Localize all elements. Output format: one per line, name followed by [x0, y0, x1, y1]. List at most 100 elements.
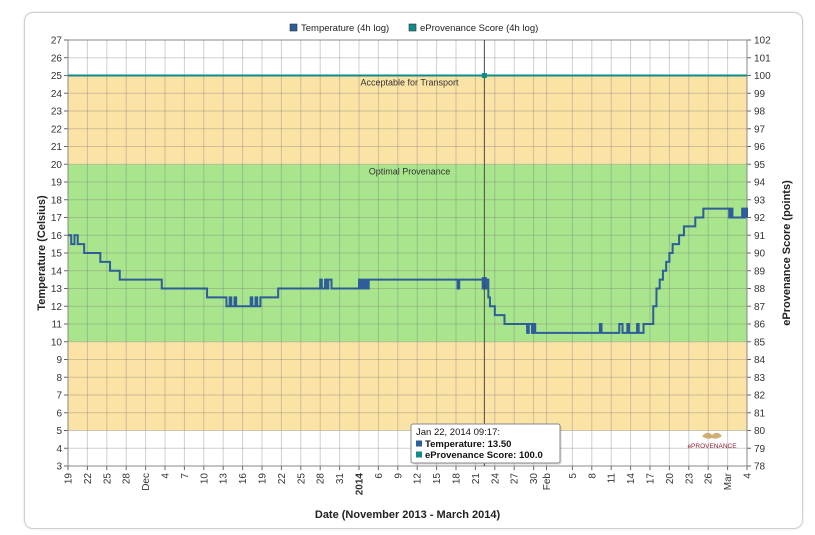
band-label: Optimal Provenance	[369, 166, 451, 176]
plot-border	[67, 39, 748, 467]
x-tick-label: 18	[452, 473, 463, 485]
legend-label[interactable]: Temperature (4h log)	[301, 23, 389, 34]
y-tick-label: 5	[56, 426, 62, 437]
band-1	[68, 341, 747, 431]
x-tick-label: 25	[296, 473, 307, 485]
y2-tick-label: 95	[754, 160, 766, 171]
x-tick-label: 27	[510, 473, 521, 485]
y-tick-label: 22	[51, 124, 63, 135]
band-0	[68, 430, 747, 466]
y-tick-label: 4	[56, 444, 62, 455]
y2-tick-label: 93	[754, 195, 766, 206]
y2-tick-label: 98	[754, 107, 766, 118]
logo-vine-icon	[702, 432, 722, 439]
band-label: Acceptable for Transport	[360, 78, 459, 88]
x-tick-label: 31	[335, 473, 346, 485]
x-tick-label: 17	[646, 473, 657, 485]
x-tick-label: 19	[64, 473, 75, 485]
y2-tick-label: 96	[754, 142, 766, 153]
y2-tick-label: 92	[754, 213, 766, 224]
x-tick-label: 5	[568, 473, 579, 479]
x-tick-label: 10	[199, 473, 210, 485]
tooltip-row: Temperature: 13.50	[425, 439, 511, 450]
tooltip-row: eProvenance Score: 100.0	[425, 450, 543, 461]
x-tick-label: 8	[587, 473, 598, 479]
y-tick-label: 24	[51, 89, 63, 100]
y2-tick-label: 84	[754, 355, 766, 366]
y2-tick-label: 87	[754, 302, 766, 313]
y-tick-label: 7	[56, 391, 62, 402]
y2-tick-label: 100	[754, 71, 771, 82]
tooltip-title: Jan 22, 2014 09:17:	[416, 427, 500, 438]
y-tick-label: 9	[56, 355, 62, 366]
y-tick-label: 14	[51, 266, 63, 277]
x-tick-label: 12	[413, 473, 424, 485]
y-tick-label: 26	[51, 53, 63, 64]
y2-tick-label: 85	[754, 337, 766, 348]
x-tick-label: Mar	[723, 472, 734, 490]
y-tick-label: 12	[51, 302, 63, 313]
y2-tick-label: 88	[754, 284, 766, 295]
x-tick-label: 4	[743, 473, 754, 479]
y-tick-label: 18	[51, 195, 63, 206]
x-tick-label: Dec	[141, 473, 152, 491]
x-tick-label: 28	[122, 473, 133, 485]
x-tick-label: 7	[180, 473, 191, 479]
crosshair-marker-score	[481, 73, 487, 78]
y2-tick-label: 90	[754, 249, 766, 260]
x-tick-label: Feb	[542, 473, 553, 491]
band-4	[68, 40, 747, 76]
legend-swatch[interactable]	[408, 23, 417, 32]
logo-text: ePROVENANCE	[687, 443, 737, 450]
x-tick-label: 23	[684, 473, 695, 485]
x-tick-label: 19	[258, 473, 269, 485]
y-tick-label: 6	[56, 408, 62, 419]
legend-swatch[interactable]	[289, 23, 298, 32]
x-tick-label: 21	[471, 473, 482, 485]
x-axis-title: Date (November 2013 - March 2014)	[315, 509, 501, 521]
tooltip-swatch	[416, 440, 422, 447]
x-tick-label: 13	[219, 473, 230, 485]
x-tick-label: 22	[83, 473, 94, 485]
x-tick-label: 11	[607, 473, 618, 484]
y2-tick-label: 102	[754, 36, 771, 47]
tooltip-box	[410, 423, 561, 464]
x-tick-label: 22	[277, 473, 288, 485]
tooltip-swatch	[416, 451, 422, 458]
x-tick-label: 30	[529, 473, 540, 485]
y-tick-label: 21	[51, 142, 63, 153]
x-tick-label: 16	[238, 473, 249, 485]
y2-tick-label: 94	[754, 178, 766, 189]
y-tick-label: 23	[51, 107, 63, 118]
y2-tick-label: 97	[754, 124, 766, 135]
x-tick-label: 15	[432, 473, 443, 485]
y-tick-label: 20	[51, 160, 63, 171]
y2-tick-label: 81	[754, 408, 766, 419]
y-tick-label: 8	[56, 373, 62, 384]
y-tick-label: 25	[51, 71, 63, 82]
x-tick-label: 14	[626, 473, 637, 485]
x-tick-label: 24	[490, 473, 501, 485]
y-tick-label: 3	[56, 462, 62, 473]
y-tick-label: 15	[51, 249, 63, 260]
y-tick-label: 10	[51, 337, 63, 348]
y-tick-label: 17	[51, 213, 63, 224]
y2-tick-label: 89	[754, 266, 766, 277]
y2-tick-label: 99	[754, 89, 766, 100]
x-tick-label: 26	[704, 473, 715, 485]
x-tick-label: 9	[393, 473, 404, 479]
crosshair-marker-temperature	[481, 277, 487, 283]
x-tick-label: 2014	[355, 473, 366, 496]
x-tick-label: 6	[374, 473, 385, 479]
y2-axis-title: eProvenance Score (points)	[781, 180, 793, 326]
band-3	[68, 75, 747, 165]
x-tick-label: 4	[161, 473, 172, 479]
y-tick-label: 13	[51, 284, 63, 295]
x-tick-label: 20	[665, 473, 676, 485]
y-tick-label: 16	[51, 231, 63, 242]
y2-tick-label: 83	[754, 373, 766, 384]
y2-tick-label: 78	[754, 462, 766, 473]
legend-label[interactable]: eProvenance Score (4h log)	[420, 23, 538, 34]
x-tick-label: 28	[316, 473, 327, 485]
